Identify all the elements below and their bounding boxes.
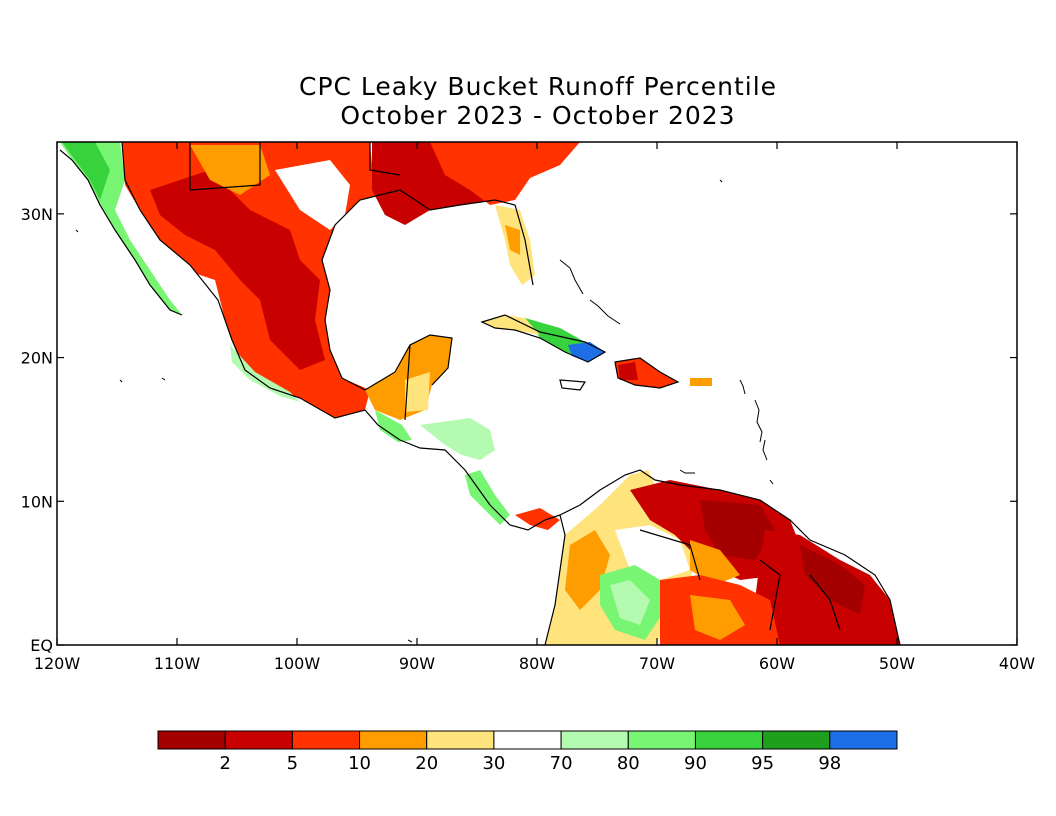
region-baja-wet <box>60 142 182 315</box>
y-tick-label: 30N <box>21 205 53 224</box>
region-colombia-wet-light <box>610 580 650 625</box>
colorbar-swatch <box>291 730 361 750</box>
colorbar-label: 95 <box>751 753 774 774</box>
region-mexico-orange <box>190 145 270 195</box>
y-tick-label: 10N <box>21 492 53 511</box>
x-tick-label: 70W <box>639 654 675 673</box>
region-florida-orange <box>505 225 520 255</box>
colorbar-swatch <box>762 730 831 750</box>
x-tick-label: 60W <box>759 654 795 673</box>
colorbar-swatch <box>224 730 293 750</box>
colorbar-label: 2 <box>219 753 230 774</box>
colorbar-swatch <box>157 730 226 750</box>
y-tick-label: 20N <box>21 349 53 368</box>
chart-title-line2: October 2023 - October 2023 <box>340 101 736 130</box>
x-tick-label: 100W <box>274 654 321 673</box>
colorbar-label: 80 <box>617 753 640 774</box>
region-cuba-east <box>568 342 605 362</box>
region-venezuela-orange <box>690 540 740 585</box>
colorbar-swatch <box>493 730 562 750</box>
colorbar-swatch <box>627 730 696 750</box>
x-tick-label: 40W <box>999 654 1035 673</box>
x-tick-label: 120W <box>34 654 81 673</box>
region-mexico-white <box>275 160 350 230</box>
region-guatemala-wet <box>375 410 412 442</box>
x-tick-label: 110W <box>154 654 201 673</box>
colorbar-swatch <box>426 730 495 750</box>
colorbar-label: 5 <box>287 753 298 774</box>
map-fields <box>60 142 900 645</box>
x-tick-label: 80W <box>519 654 555 673</box>
region-venezuela-very-dry <box>700 500 775 560</box>
colorbar-label: 20 <box>415 753 438 774</box>
region-hispaniola-severe <box>618 362 638 380</box>
chart-title-line1: CPC Leaky Bucket Runoff Percentile <box>298 72 778 101</box>
colorbar-label: 90 <box>684 753 707 774</box>
small-islands <box>75 179 774 643</box>
region-puerto-rico <box>690 378 712 386</box>
coastlines <box>59 141 901 646</box>
colorbar-swatch <box>560 730 629 750</box>
colorbar-swatch <box>829 730 898 750</box>
region-cuba-west <box>482 315 540 335</box>
y-axis: EQ 10N 20N 30N <box>21 205 1017 655</box>
x-tick-label: 90W <box>399 654 435 673</box>
region-yucatan-light <box>405 372 430 412</box>
region-yucatan <box>365 335 452 420</box>
x-tick-label: 50W <box>879 654 915 673</box>
colorbar-swatch <box>694 730 764 750</box>
colorbar-label: 10 <box>348 753 371 774</box>
colorbar-swatch <box>359 730 428 750</box>
region-central-america-wet <box>420 418 495 460</box>
region-baja-very-wet <box>62 142 110 200</box>
y-tick-label: EQ <box>30 636 53 655</box>
region-guianas-very-dry <box>800 545 865 615</box>
colorbar: 2 5 10 20 30 70 80 90 95 98 <box>157 730 898 774</box>
colorbar-label: 70 <box>550 753 573 774</box>
region-pacific-wet <box>230 345 300 402</box>
region-panama <box>515 508 560 530</box>
region-mexico-severe <box>150 170 325 370</box>
x-axis: 120W 110W 100W 90W 80W 70W 60W 50W 40W <box>34 142 1035 673</box>
colorbar-label: 98 <box>818 753 841 774</box>
region-costa-rica-wet <box>465 470 510 525</box>
region-mexico-white2 <box>185 270 225 330</box>
region-us-gulf-orange <box>430 142 580 205</box>
region-colombia-orange <box>565 530 610 610</box>
colorbar-label: 30 <box>482 753 505 774</box>
region-amazon-light <box>690 595 745 640</box>
